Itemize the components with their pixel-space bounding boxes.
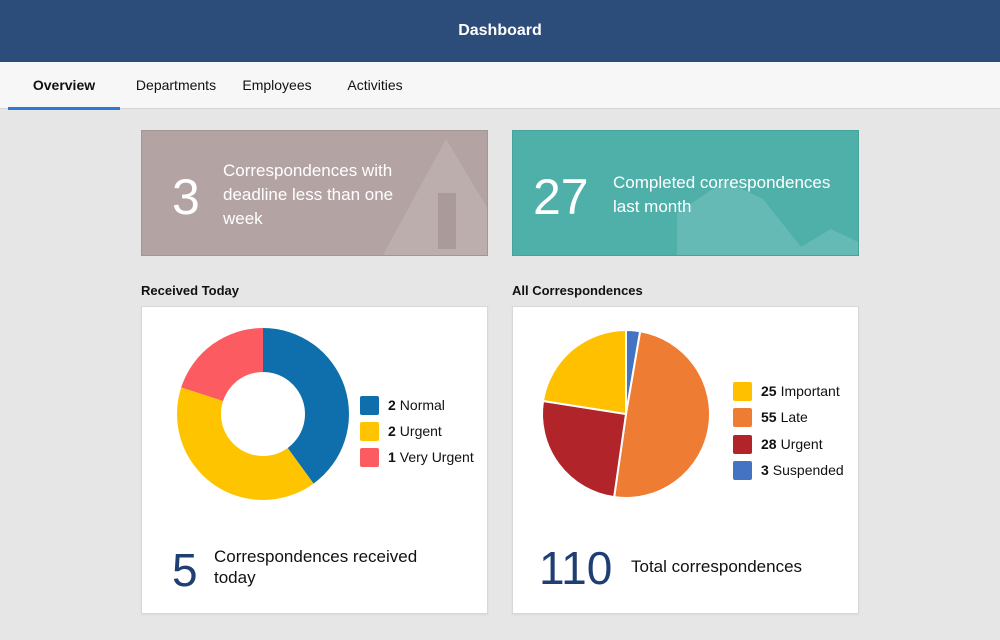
legend-item-suspended: 3 Suspended	[733, 460, 844, 480]
all-correspondences-total-label: Total correspondences	[631, 557, 803, 576]
pie-slice-normal[interactable]	[263, 328, 349, 484]
deadline-label: Correspondences with deadline less than …	[223, 161, 394, 228]
received-today-total-label: Correspondences received today	[214, 547, 418, 587]
legend-label: Late	[780, 409, 808, 425]
legend-item-late: 55 Late	[733, 407, 808, 427]
all-correspondences-title: All Correspondences	[512, 283, 643, 298]
page-title: Dashboard	[458, 22, 542, 39]
legend-item-urgent: 28 Urgent	[733, 434, 823, 454]
received-today-donut-chart	[177, 328, 349, 500]
all-correspondences-pie-chart	[541, 328, 711, 499]
tab-activities[interactable]: Activities	[347, 77, 403, 93]
legend-swatch	[360, 447, 379, 467]
legend-count: 28	[761, 436, 777, 452]
legend-label: Suspended	[772, 462, 844, 478]
pie-slice-urgent[interactable]	[541, 399, 628, 499]
tab-employees[interactable]: Employees	[242, 77, 312, 93]
pie-slice-late[interactable]	[613, 330, 711, 499]
completed-tile[interactable]: 27 Completed correspondences last month	[512, 130, 859, 256]
all-correspondences-card: 25 Important 55 Late 28 Urgent 3 Suspend…	[512, 306, 859, 614]
legend-count: 55	[761, 409, 777, 425]
deadline-count: 3	[172, 169, 200, 225]
legend-swatch	[733, 407, 752, 427]
legend-item-urgent: 2 Urgent	[360, 421, 442, 441]
tab-departments[interactable]: Departments	[135, 77, 217, 93]
received-today-card: 2 Normal 2 Urgent 1 Very Urgent 5 Corres…	[141, 306, 488, 614]
legend-item-very-urgent: 1 Very Urgent	[360, 447, 474, 467]
pie-slice-important[interactable]	[541, 328, 627, 416]
area-chart-icon	[677, 181, 858, 255]
tab-overview[interactable]: Overview	[8, 62, 120, 110]
legend-swatch	[733, 460, 752, 480]
legend-label: Urgent	[399, 423, 442, 439]
legend-count: 25	[761, 383, 777, 399]
legend-item-normal: 2 Normal	[360, 395, 445, 415]
legend-swatch	[360, 421, 379, 441]
deadline-tile[interactable]: 3 Correspondences with deadline less tha…	[141, 130, 488, 256]
legend-label: Very Urgent	[399, 449, 474, 465]
received-today-title: Received Today	[141, 283, 240, 298]
legend-swatch	[733, 381, 752, 401]
completed-label: Completed correspondences last month	[613, 173, 831, 216]
legend-item-important: 25 Important	[733, 381, 840, 401]
legend-count: 1	[388, 449, 396, 465]
legend-count: 2	[388, 423, 396, 439]
pie-slice-urgent[interactable]	[177, 387, 314, 500]
legend-swatch	[360, 395, 379, 415]
legend-label: Normal	[399, 397, 445, 413]
legend-count: 3	[761, 462, 769, 478]
received-today-total: 5	[172, 544, 198, 596]
app-header: Dashboard	[0, 0, 1000, 62]
pie-slice-very-urgent[interactable]	[181, 328, 263, 402]
legend-label: Urgent	[780, 436, 823, 452]
completed-count: 27	[533, 169, 589, 225]
all-correspondences-total: 110	[539, 542, 613, 594]
legend-label: Important	[780, 383, 840, 399]
legend-swatch	[733, 434, 752, 454]
tab-bar: Overview Departments Employees Activitie…	[0, 62, 1000, 110]
legend-count: 2	[388, 397, 396, 413]
warning-icon	[383, 139, 487, 255]
